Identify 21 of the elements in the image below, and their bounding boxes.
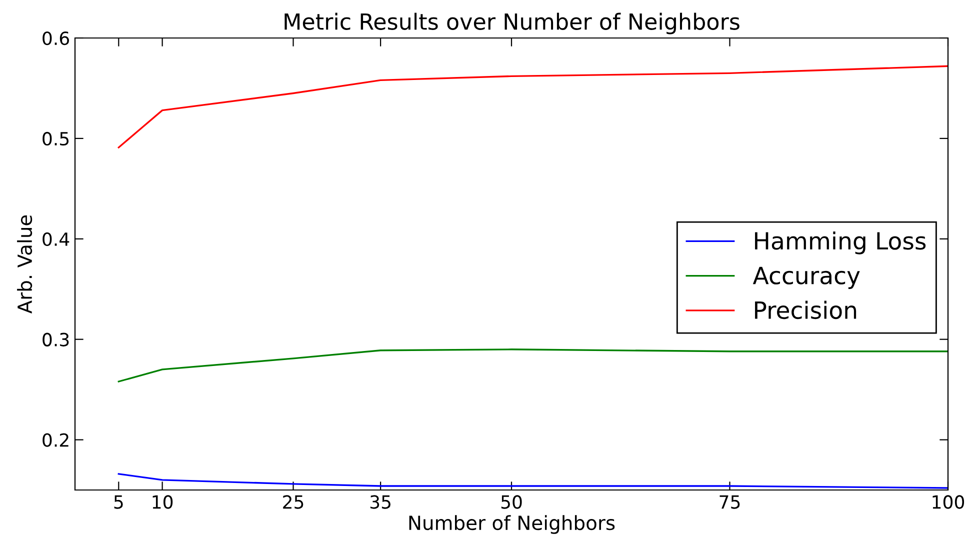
y-axis-title: Arb. Value [17, 215, 32, 314]
x-tick-label: 5 [114, 495, 123, 509]
y-tick-label: 0.6 [42, 31, 70, 46]
y-tick-label: 0.5 [42, 132, 69, 146]
x-tick-label: 100 [932, 495, 964, 509]
line-series [118, 348, 948, 382]
legend-label: Accuracy [752, 266, 860, 289]
chart-title: Metric Results over Number of Neighbors [284, 12, 740, 34]
x-tick-label: 35 [370, 495, 390, 509]
x-tick-label: 25 [283, 495, 304, 509]
line-series [118, 65, 948, 148]
x-tick-label: 75 [720, 495, 740, 509]
y-tick-label: 0.3 [42, 332, 69, 346]
legend-label: Hamming Loss [755, 231, 926, 254]
line-series [118, 473, 948, 489]
y-tick-label: 0.2 [42, 433, 68, 447]
x-tick-label: 10 [152, 495, 173, 509]
y-tick-label: 0.4 [42, 232, 70, 246]
x-axis-title: Number of Neighbors [409, 515, 615, 534]
legend-label: Precision [755, 300, 856, 320]
x-tick-label: 50 [501, 495, 522, 509]
